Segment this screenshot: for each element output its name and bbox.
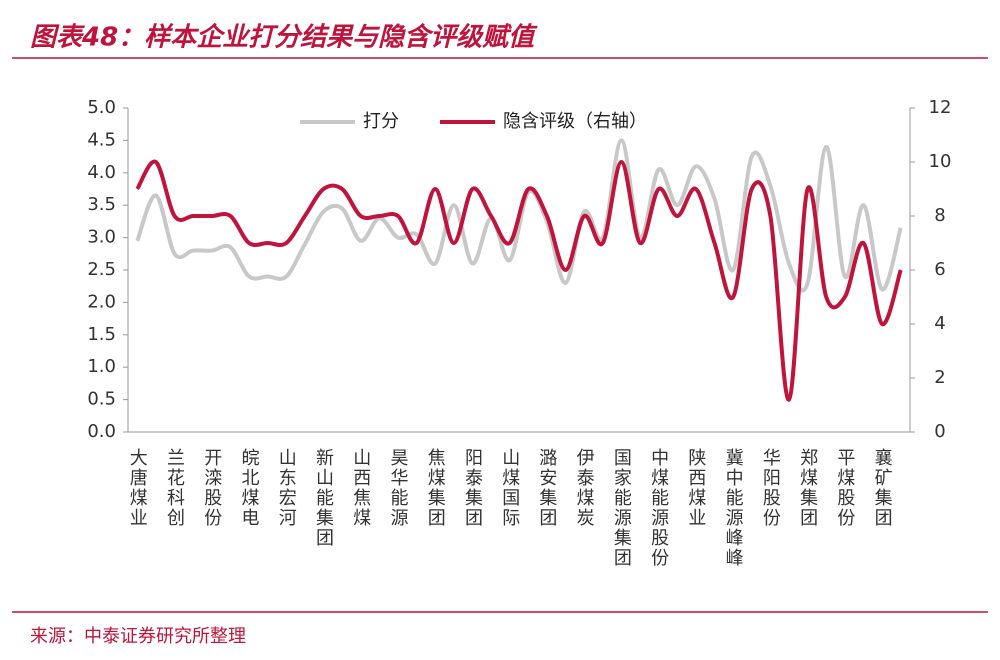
y-tick-label: 2.0 [87,291,116,312]
y-tick-label: 3.0 [87,227,116,248]
y-tick-label: 5.0 [87,97,116,118]
x-tick-label: 兰花科创 [164,448,185,528]
x-tick-label: 山东宏河 [276,448,297,528]
y2-tick-label: 8 [934,205,945,226]
x-tick-label: 阳泰集团 [462,448,483,528]
x-tick-label: 昊华能源 [387,448,408,528]
x-tick-label: 皖北煤电 [239,448,260,528]
x-tick-label: 焦煤集团 [425,448,446,528]
x-tick-label: 中煤能源股份 [648,448,669,568]
x-tick-label: 山煤国际 [499,448,520,528]
y-tick-label: 2.5 [87,259,116,280]
line-series [135,138,903,293]
x-tick-label: 新山能集团 [313,448,334,548]
y2-tick-label: 12 [929,97,952,118]
legend-label: 打分 [363,111,399,132]
y2-tick-label: 10 [929,151,952,172]
x-tick-label: 伊泰煤炭 [574,448,595,528]
x-tick-label: 华阳股份 [760,448,781,528]
y-tick-label: 4.0 [87,162,116,183]
y-tick-label: 0.0 [87,421,116,442]
y-tick-label: 1.5 [87,324,116,345]
y2-tick-label: 0 [934,421,945,442]
y-tick-label: 4.5 [87,129,116,150]
x-tick-label: 郑煤集团 [797,448,818,528]
x-tick-label: 襄矿集团 [872,448,893,528]
y2-tick-label: 6 [934,259,945,280]
legend-label: 隐含评级（右轴） [503,111,647,132]
y2-tick-label: 4 [934,313,945,334]
chart-title: 图表48：样本企业打分结果与隐含评级赋值 [30,23,538,53]
x-tick-label: 平煤股份 [834,448,855,528]
y-tick-label: 3.5 [87,194,116,215]
x-tick-label: 冀中能源峰峰 [723,448,744,568]
x-tick-label: 大唐煤业 [127,448,148,528]
x-tick-label: 山西焦煤 [350,448,371,528]
y-tick-label: 0.5 [87,389,116,410]
x-tick-label: 开滦股份 [201,448,222,528]
x-tick-label: 国家能源集团 [611,448,632,568]
line-series [135,159,903,402]
x-tick-label: 陕西煤业 [685,448,706,528]
y2-tick-label: 2 [934,367,945,388]
x-tick-label: 潞安集团 [536,448,557,528]
y-tick-label: 1.0 [87,356,116,377]
source: 来源：中泰证券研究所整理 [30,626,246,647]
